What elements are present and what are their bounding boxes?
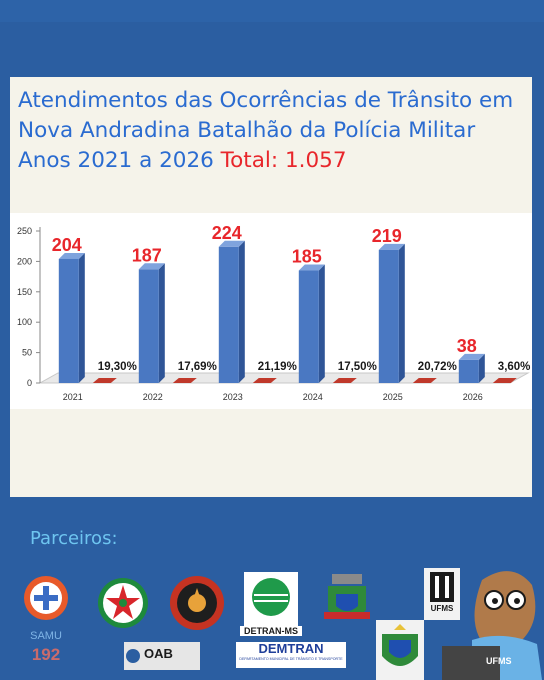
bar-side: [318, 264, 325, 383]
mascot-shirt-label: UFMS: [486, 656, 512, 666]
bar: [58, 258, 79, 383]
bar-top: [218, 240, 245, 247]
percent-label: 20,72%: [418, 361, 457, 373]
bar-side: [398, 243, 405, 383]
city-coat-of-arms-logo: [324, 574, 370, 619]
percent-label: 17,50%: [338, 361, 377, 373]
y-tick-label: 50: [22, 348, 32, 358]
percent-bar: [92, 378, 117, 383]
chart-area: 0 50 100 150 200 250 204 19,30% 2021 187 17,69% 202…: [10, 213, 532, 409]
y-tick-label: 0: [27, 378, 32, 388]
top-strip: [0, 0, 544, 22]
bar-chart: 0 50 100 150 200 250 204 19,30% 2021 187 17,69% 202…: [17, 223, 531, 402]
demtran-label: DEMTRAN: [258, 641, 324, 656]
bar-value-label: 38: [457, 336, 477, 356]
bar-top: [458, 353, 485, 360]
bar: [378, 249, 399, 383]
x-tick-label: 2022: [143, 392, 163, 402]
percent-label: 21,19%: [258, 361, 297, 373]
title-line-1: Atendimentos das Ocorrências de Trânsito…: [18, 88, 514, 113]
percent-bar: [332, 378, 357, 383]
red-cross-star-logo: [98, 578, 148, 628]
x-tick-label: 2023: [223, 392, 243, 402]
bar-value-label: 185: [292, 247, 322, 267]
oab-label: OAB: [144, 646, 173, 661]
title-years: Anos 2021 a 2026: [18, 148, 214, 173]
bar-side: [158, 263, 165, 383]
percent-label: 17,69%: [178, 361, 217, 373]
oab-logo: [124, 642, 200, 670]
x-tick-label: 2026: [463, 392, 483, 402]
ufms-mascot: [442, 571, 542, 680]
samu-number: 192: [31, 645, 61, 664]
bar-top: [298, 264, 325, 271]
y-tick-label: 200: [17, 256, 32, 266]
detran-ms-label: DETRAN-MS: [240, 626, 302, 636]
ufms-label: UFMS: [430, 604, 454, 613]
bar-value-label: 219: [372, 226, 402, 246]
bar-top: [378, 243, 405, 250]
demtran-subtext: DEPARTAMENTO MUNICIPAL DE TRÂNSITO E TRA…: [239, 657, 343, 661]
title-line-2: Nova Andradina Batalhão da Polícia Milit…: [18, 118, 476, 143]
bar-value-label: 224: [212, 223, 242, 243]
y-tick-label: 250: [17, 226, 32, 236]
samu-logo: [24, 576, 68, 620]
y-tick-label: 150: [17, 287, 32, 297]
bar: [138, 269, 159, 383]
percent-bar: [252, 378, 277, 383]
bar-side: [238, 240, 245, 383]
bar-top: [138, 263, 165, 270]
fire-department-logo: [170, 576, 224, 630]
demtran-logo: DEMTRAN DEPARTAMENTO MUNICIPAL DE TRÂNSI…: [236, 642, 346, 668]
x-tick-label: 2024: [303, 392, 323, 402]
x-tick-label: 2021: [63, 392, 83, 402]
percent-label: 19,30%: [98, 361, 137, 373]
bar-value-label: 187: [132, 245, 162, 265]
bar: [218, 246, 239, 383]
page-title: Atendimentos das Ocorrências de Trânsito…: [18, 86, 523, 176]
ufms-logo: [424, 568, 460, 620]
title-line-3: Anos 2021 a 2026 Total: 1.057: [18, 146, 523, 176]
state-coat-of-arms-logo: [376, 620, 424, 680]
detran-ms-logo: [244, 572, 298, 626]
bar-value-label: 204: [52, 235, 82, 255]
percent-bar: [492, 378, 517, 383]
percent-bar: [172, 378, 197, 383]
percent-bar: [412, 378, 437, 383]
bar: [458, 359, 479, 383]
x-tick-label: 2025: [383, 392, 403, 402]
total-label: Total: 1.057: [220, 148, 347, 173]
percent-label: 3,60%: [498, 361, 531, 373]
y-tick-label: 100: [17, 317, 32, 327]
bar-side: [478, 353, 485, 383]
bar: [298, 270, 319, 383]
bar-top: [58, 252, 85, 259]
bar-side: [78, 252, 85, 383]
samu-label: SAMU: [30, 630, 62, 642]
partners-title: Parceiros:: [30, 528, 118, 549]
